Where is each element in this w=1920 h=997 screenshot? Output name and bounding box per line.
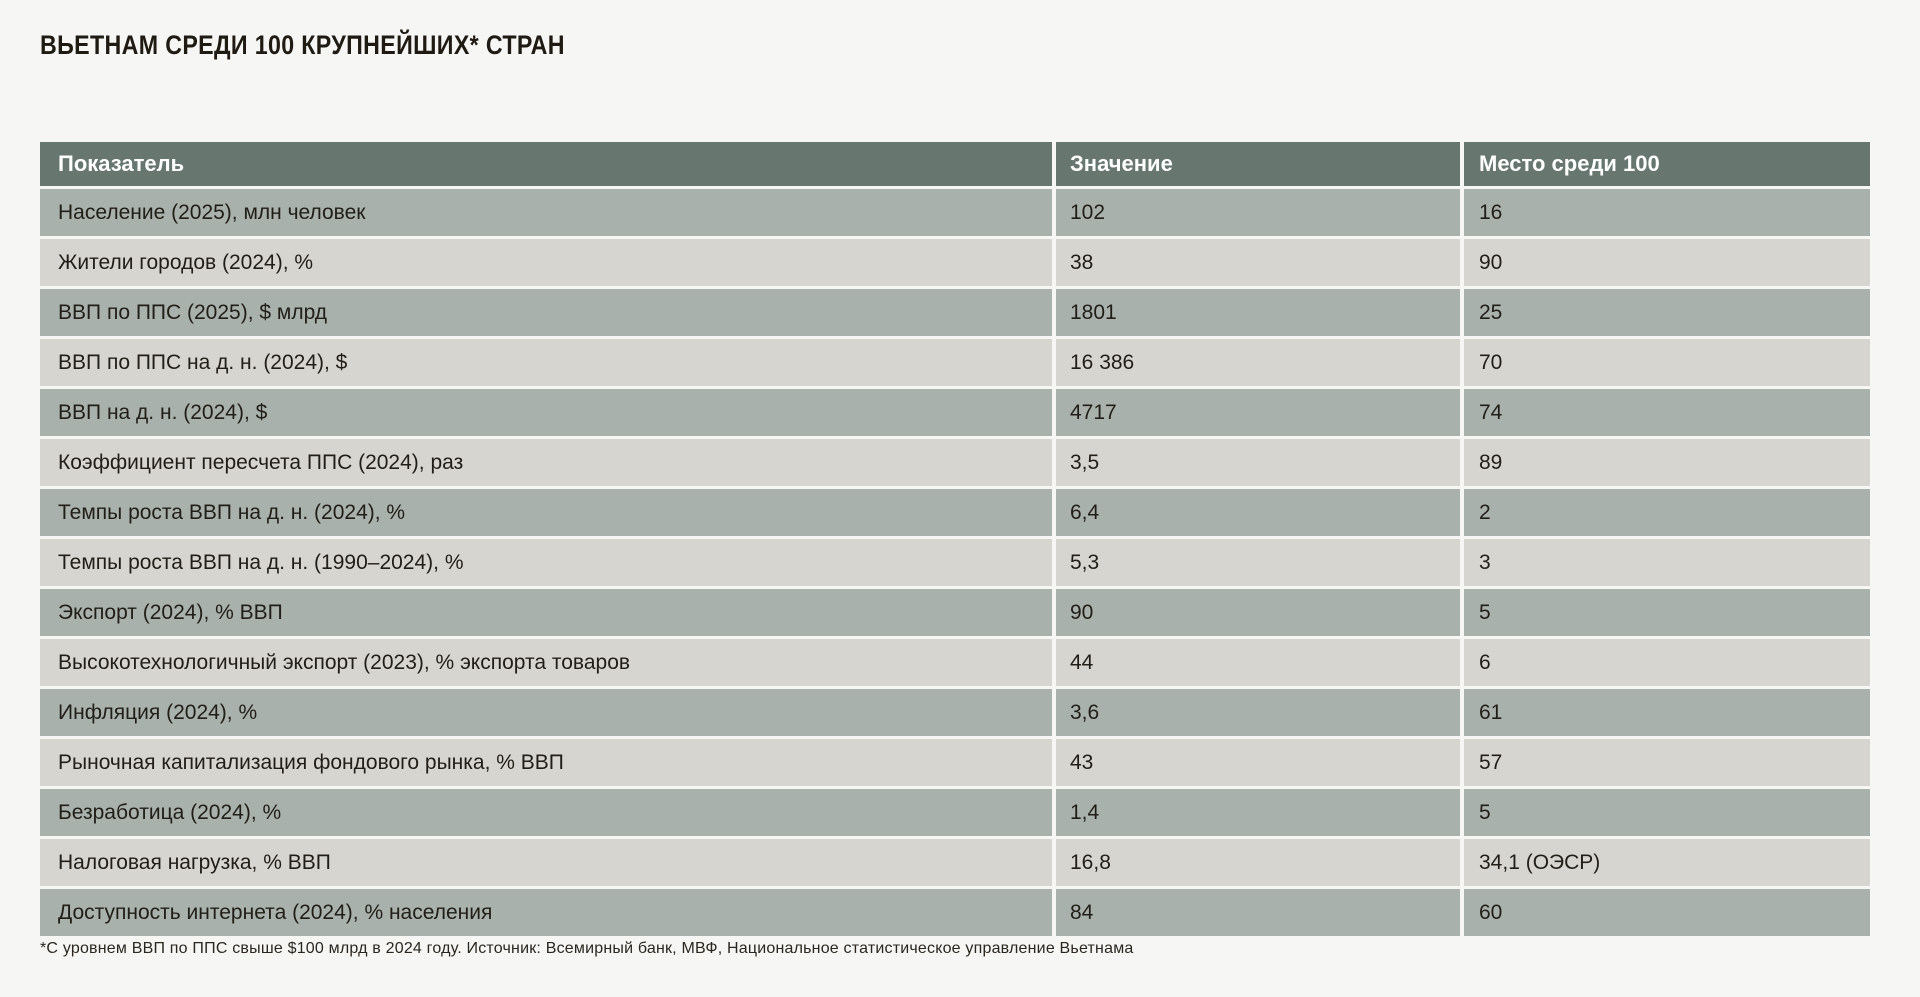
value-cell: 6,4 bbox=[1056, 489, 1460, 536]
indicators-table: Показатель Значение Место среди 100 Насе… bbox=[40, 142, 1870, 936]
value-cell: 1,4 bbox=[1056, 789, 1460, 836]
table-row: Темпы роста ВВП на д. н. (2024), % 6,4 2 bbox=[40, 489, 1870, 536]
rank-cell: 25 bbox=[1464, 289, 1870, 336]
indicator-cell: Инфляция (2024), % bbox=[40, 689, 1052, 736]
indicator-cell: ВВП по ППС (2025), $ млрд bbox=[40, 289, 1052, 336]
table-row: Жители городов (2024), % 38 90 bbox=[40, 239, 1870, 286]
indicator-cell: ВВП на д. н. (2024), $ bbox=[40, 389, 1052, 436]
value-cell: 16,8 bbox=[1056, 839, 1460, 886]
indicator-cell: Налоговая нагрузка, % ВВП bbox=[40, 839, 1052, 886]
value-cell: 38 bbox=[1056, 239, 1460, 286]
value-cell: 1801 bbox=[1056, 289, 1460, 336]
footnote: *С уровнем ВВП по ППС свыше $100 млрд в … bbox=[40, 940, 1134, 957]
value-cell: 3,6 bbox=[1056, 689, 1460, 736]
indicator-cell: Темпы роста ВВП на д. н. (2024), % bbox=[40, 489, 1052, 536]
indicator-cell: Рыночная капитализация фондового рынка, … bbox=[40, 739, 1052, 786]
column-header-indicator: Показатель bbox=[40, 142, 1052, 186]
table-row: Коэффициент пересчета ППС (2024), раз 3,… bbox=[40, 439, 1870, 486]
rank-cell: 61 bbox=[1464, 689, 1870, 736]
rank-cell: 74 bbox=[1464, 389, 1870, 436]
table-row: Экспорт (2024), % ВВП 90 5 bbox=[40, 589, 1870, 636]
indicator-cell: Высокотехнологичный экспорт (2023), % эк… bbox=[40, 639, 1052, 686]
table-row: ВВП на д. н. (2024), $ 4717 74 bbox=[40, 389, 1870, 436]
rank-cell: 57 bbox=[1464, 739, 1870, 786]
value-cell: 5,3 bbox=[1056, 539, 1460, 586]
table-row: Инфляция (2024), % 3,6 61 bbox=[40, 689, 1870, 736]
table-body: Население (2025), млн человек 102 16 Жит… bbox=[40, 189, 1870, 936]
table-row: ВВП по ППС на д. н. (2024), $ 16 386 70 bbox=[40, 339, 1870, 386]
table-row: ВВП по ППС (2025), $ млрд 1801 25 bbox=[40, 289, 1870, 336]
rank-cell: 5 bbox=[1464, 589, 1870, 636]
rank-cell: 3 bbox=[1464, 539, 1870, 586]
rank-cell: 16 bbox=[1464, 189, 1870, 236]
indicator-cell: Безработица (2024), % bbox=[40, 789, 1052, 836]
indicator-cell: Население (2025), млн человек bbox=[40, 189, 1052, 236]
table-row: Налоговая нагрузка, % ВВП 16,8 34,1 (ОЭС… bbox=[40, 839, 1870, 886]
rank-cell: 60 bbox=[1464, 889, 1870, 936]
column-header-rank: Место среди 100 bbox=[1464, 142, 1870, 186]
indicator-cell: ВВП по ППС на д. н. (2024), $ bbox=[40, 339, 1052, 386]
value-cell: 4717 bbox=[1056, 389, 1460, 436]
table-row: Высокотехнологичный экспорт (2023), % эк… bbox=[40, 639, 1870, 686]
rank-cell: 90 bbox=[1464, 239, 1870, 286]
rank-cell: 70 bbox=[1464, 339, 1870, 386]
rank-cell: 5 bbox=[1464, 789, 1870, 836]
table-header-row: Показатель Значение Место среди 100 bbox=[40, 142, 1870, 186]
indicator-cell: Темпы роста ВВП на д. н. (1990–2024), % bbox=[40, 539, 1052, 586]
rank-cell: 6 bbox=[1464, 639, 1870, 686]
table-row: Рыночная капитализация фондового рынка, … bbox=[40, 739, 1870, 786]
table-row: Население (2025), млн человек 102 16 bbox=[40, 189, 1870, 236]
value-cell: 3,5 bbox=[1056, 439, 1460, 486]
indicator-cell: Коэффициент пересчета ППС (2024), раз bbox=[40, 439, 1052, 486]
value-cell: 84 bbox=[1056, 889, 1460, 936]
rank-cell: 34,1 (ОЭСР) bbox=[1464, 839, 1870, 886]
value-cell: 44 bbox=[1056, 639, 1460, 686]
indicator-cell: Доступность интернета (2024), % населени… bbox=[40, 889, 1052, 936]
value-cell: 43 bbox=[1056, 739, 1460, 786]
value-cell: 102 bbox=[1056, 189, 1460, 236]
table-row: Доступность интернета (2024), % населени… bbox=[40, 889, 1870, 936]
indicator-cell: Жители городов (2024), % bbox=[40, 239, 1052, 286]
rank-cell: 2 bbox=[1464, 489, 1870, 536]
table-row: Безработица (2024), % 1,4 5 bbox=[40, 789, 1870, 836]
column-header-value: Значение bbox=[1056, 142, 1460, 186]
value-cell: 16 386 bbox=[1056, 339, 1460, 386]
table-row: Темпы роста ВВП на д. н. (1990–2024), % … bbox=[40, 539, 1870, 586]
value-cell: 90 bbox=[1056, 589, 1460, 636]
indicator-cell: Экспорт (2024), % ВВП bbox=[40, 589, 1052, 636]
page-title: ВЬЕТНАМ СРЕДИ 100 КРУПНЕЙШИХ* СТРАН bbox=[40, 30, 565, 60]
rank-cell: 89 bbox=[1464, 439, 1870, 486]
